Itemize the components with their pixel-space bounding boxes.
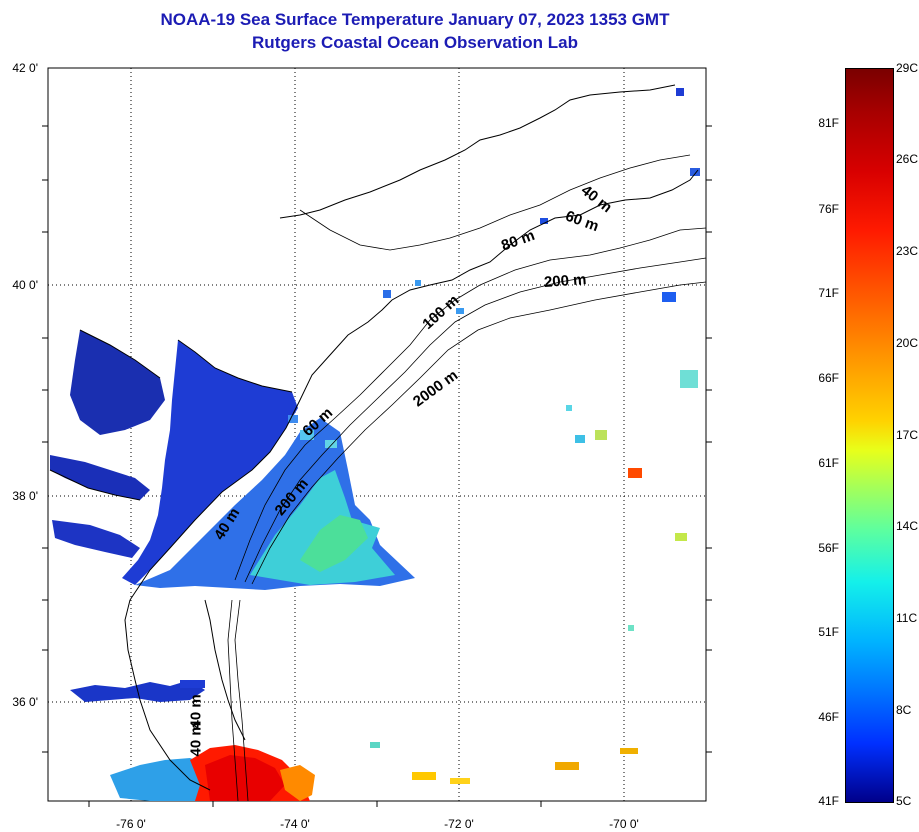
southern-patches xyxy=(180,680,638,784)
colorbar-c-11: 11C xyxy=(896,611,918,625)
offshore-patches xyxy=(288,88,700,631)
western-bay-inlets-sst xyxy=(70,330,165,435)
shelf-break-warm-sst xyxy=(250,470,395,585)
title-block: NOAA-19 Sea Surface Temperature January … xyxy=(0,8,830,54)
ticks xyxy=(42,125,712,807)
colorbar-f-56: 56F xyxy=(818,541,839,555)
colorbar-c-20: 20C xyxy=(896,336,919,350)
lat-label-36: 36 0' xyxy=(12,695,38,709)
colorbar-f-41: 41F xyxy=(818,794,839,808)
temperature-colorbar xyxy=(845,68,894,803)
potomac-river-sst xyxy=(50,455,150,500)
lon-label-72: -72 0' xyxy=(444,817,474,831)
colorbar-f-71: 71F xyxy=(818,286,839,300)
lat-label-38: 38 0' xyxy=(12,489,38,503)
bathymetry-contours xyxy=(227,154,707,802)
depth-label-40m-south-2: 40 m xyxy=(187,722,205,757)
south-coastal-sst xyxy=(110,758,220,801)
chesapeake-bay-sst xyxy=(122,340,298,585)
lat-label-42: 42 0' xyxy=(12,61,38,75)
colorbar-c-8: 8C xyxy=(896,703,912,717)
colorbar-c-14: 14C xyxy=(896,519,919,533)
title-main: NOAA-19 Sea Surface Temperature January … xyxy=(160,10,670,29)
gulf-stream-edge-sst xyxy=(300,515,368,572)
colorbar-f-76: 76F xyxy=(818,202,839,216)
colorbar-f-66: 66F xyxy=(818,371,839,385)
gulf-stream-core-sst xyxy=(205,755,285,801)
coastline xyxy=(49,84,699,791)
lon-label-76: -76 0' xyxy=(116,817,146,831)
colorbar-c-26: 26C xyxy=(896,152,919,166)
colorbar-f-81: 81F xyxy=(818,116,839,130)
gulf-stream-fringe-sst xyxy=(280,765,315,801)
title-sub: Rutgers Coastal Ocean Observation Lab xyxy=(252,33,578,52)
depth-label-200m-north: 200 m xyxy=(543,271,588,291)
lon-label-74: -74 0' xyxy=(280,817,310,831)
colorbar-c-29: 29C xyxy=(896,61,919,75)
colorbar-f-51: 51F xyxy=(818,625,839,639)
colorbar-f-61: 61F xyxy=(818,456,839,470)
colorbar-c-17: 17C xyxy=(896,428,919,442)
colorbar-c-5: 5C xyxy=(896,794,912,808)
lat-label-40: 40 0' xyxy=(12,278,38,292)
graticule xyxy=(48,68,706,801)
colorbar-c-23: 23C xyxy=(896,244,919,258)
york-rivers-sst xyxy=(52,520,140,558)
colorbar-f-46: 46F xyxy=(818,710,839,724)
lon-label-70: -70 0' xyxy=(609,817,639,831)
